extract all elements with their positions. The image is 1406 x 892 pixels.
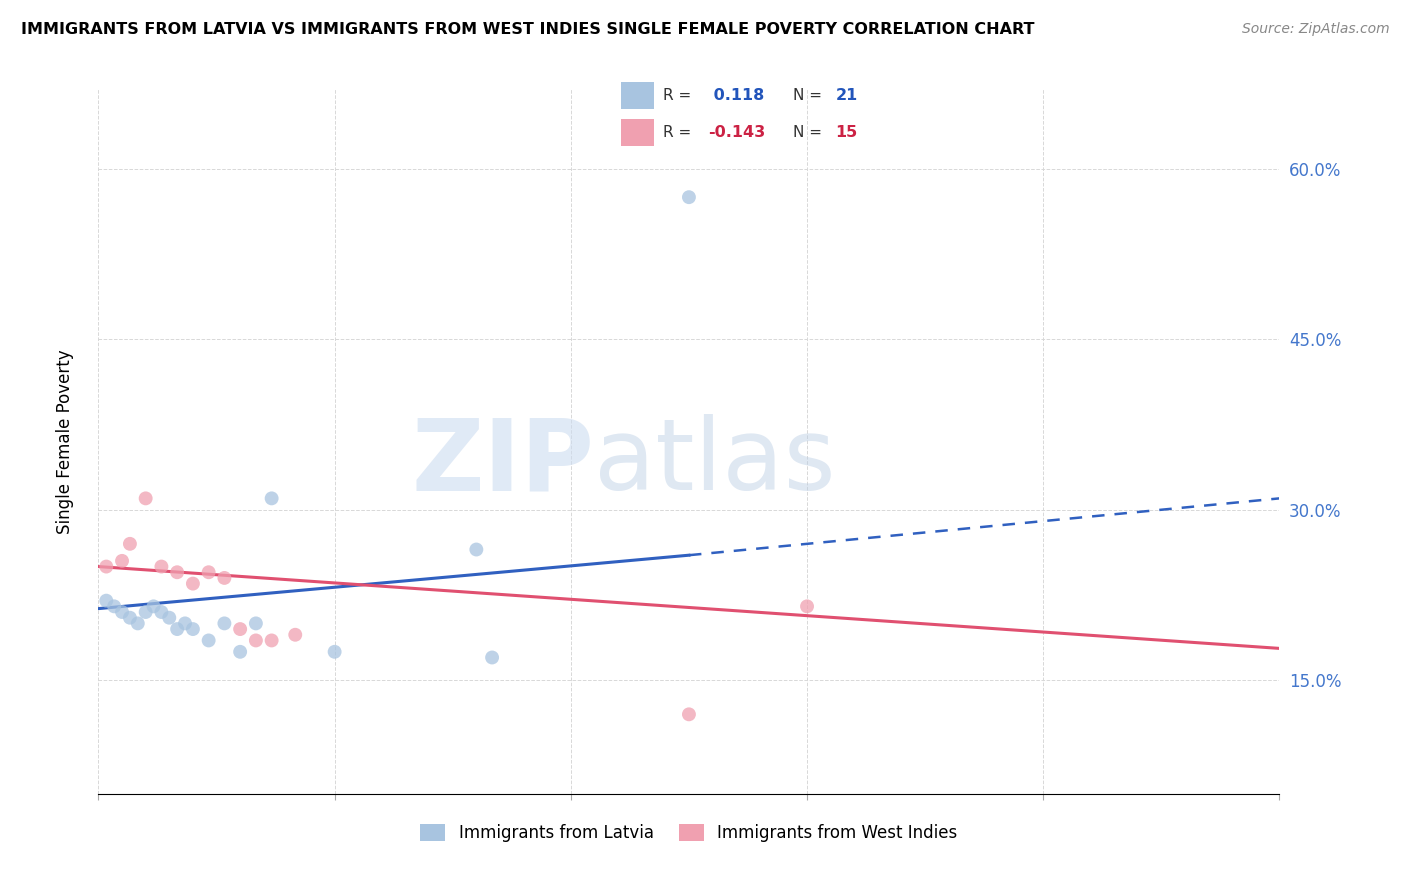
Point bbox=[127, 616, 149, 631]
Point bbox=[181, 622, 204, 636]
Point bbox=[96, 593, 118, 607]
Text: -0.143: -0.143 bbox=[709, 125, 766, 140]
Text: N =: N = bbox=[793, 125, 827, 140]
Point bbox=[465, 542, 488, 557]
Point bbox=[260, 491, 283, 506]
Point bbox=[150, 605, 173, 619]
Legend: Immigrants from Latvia, Immigrants from West Indies: Immigrants from Latvia, Immigrants from … bbox=[413, 817, 965, 849]
Text: ZIP: ZIP bbox=[412, 414, 595, 511]
Bar bbox=[620, 119, 654, 146]
Bar bbox=[620, 81, 654, 109]
Point bbox=[481, 650, 503, 665]
Text: atlas: atlas bbox=[595, 414, 837, 511]
Point bbox=[214, 616, 236, 631]
Point bbox=[229, 622, 252, 636]
Point bbox=[135, 491, 157, 506]
Point bbox=[197, 566, 219, 580]
Point bbox=[181, 576, 204, 591]
Point bbox=[118, 537, 141, 551]
Text: 0.118: 0.118 bbox=[709, 87, 765, 103]
Point bbox=[197, 633, 219, 648]
Point bbox=[796, 599, 818, 614]
Point bbox=[118, 610, 141, 624]
Point bbox=[260, 633, 283, 648]
Point bbox=[214, 571, 236, 585]
Text: 15: 15 bbox=[835, 125, 858, 140]
Point bbox=[111, 605, 134, 619]
Point bbox=[150, 559, 173, 574]
Point bbox=[678, 190, 700, 204]
Point bbox=[96, 559, 118, 574]
Point bbox=[229, 645, 252, 659]
Point bbox=[142, 599, 165, 614]
Point bbox=[323, 645, 346, 659]
Text: IMMIGRANTS FROM LATVIA VS IMMIGRANTS FROM WEST INDIES SINGLE FEMALE POVERTY CORR: IMMIGRANTS FROM LATVIA VS IMMIGRANTS FRO… bbox=[21, 22, 1035, 37]
Point bbox=[678, 707, 700, 722]
Point bbox=[135, 605, 157, 619]
Text: Source: ZipAtlas.com: Source: ZipAtlas.com bbox=[1241, 22, 1389, 37]
Point bbox=[245, 633, 267, 648]
Point bbox=[245, 616, 267, 631]
Point bbox=[284, 628, 307, 642]
Point bbox=[103, 599, 125, 614]
Point bbox=[111, 554, 134, 568]
Text: N =: N = bbox=[793, 87, 827, 103]
Point bbox=[174, 616, 197, 631]
Point bbox=[166, 566, 188, 580]
Text: R =: R = bbox=[664, 125, 696, 140]
Text: R =: R = bbox=[664, 87, 696, 103]
Point bbox=[166, 622, 188, 636]
Point bbox=[157, 610, 180, 624]
Text: 21: 21 bbox=[835, 87, 858, 103]
Y-axis label: Single Female Poverty: Single Female Poverty bbox=[56, 350, 75, 533]
